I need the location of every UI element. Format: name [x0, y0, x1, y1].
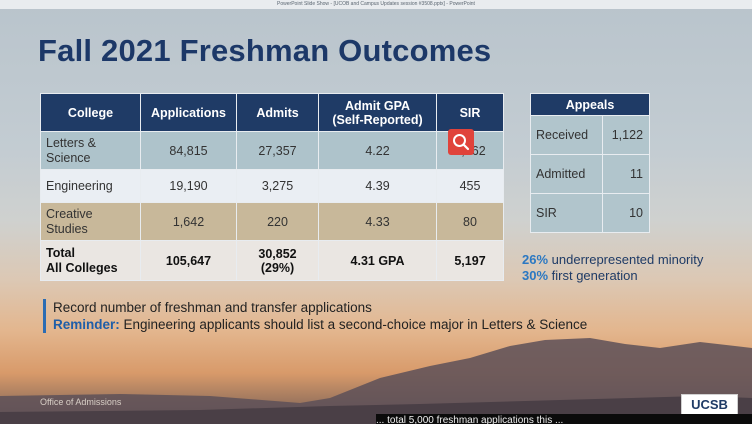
header-admits: Admits — [236, 93, 319, 132]
college-cell: Letters & Science — [40, 131, 141, 170]
college-cell: Engineering — [40, 169, 141, 203]
appeals-label: Received — [530, 115, 603, 155]
stat-text: first generation — [548, 268, 638, 283]
window-title: PowerPoint Slide Show - [UCOB and Campus… — [0, 0, 752, 9]
college-line2: All Colleges — [46, 260, 118, 275]
appeals-header: Appeals — [529, 93, 651, 116]
table-row: Creative Studies 1,642 220 4.33 80 — [40, 202, 504, 241]
header-admit-gpa-line2: (Self-Reported) — [332, 112, 423, 127]
table-row: SIR 10 — [530, 193, 651, 233]
header-sir: SIR — [436, 93, 504, 132]
stat-percent: 26% — [522, 252, 549, 267]
caption-bar: ... total 5,000 freshman applications th… — [376, 414, 752, 424]
college-line2: Studies — [46, 221, 88, 236]
outcomes-table: College Applications Admits Admit GPA (S… — [40, 93, 504, 281]
gpa-cell: 4.22 — [318, 131, 437, 170]
applications-cell: 1,642 — [140, 202, 237, 241]
header-admit-gpa-line1: Admit GPA — [344, 98, 411, 113]
admits-cell: 3,275 — [236, 169, 319, 203]
sir-cell: 5,197 — [436, 240, 504, 281]
applications-cell: 84,815 — [140, 131, 237, 170]
college-cell: Creative Studies — [40, 202, 141, 241]
sir-cell: 455 — [436, 169, 504, 203]
stat-percent: 30% — [522, 268, 549, 283]
appeals-value: 10 — [601, 193, 651, 233]
appeals-header-row: Appeals — [529, 93, 651, 116]
appeals-label: SIR — [530, 193, 603, 233]
admits-line2: (29%) — [260, 260, 295, 275]
applications-cell: 19,190 — [140, 169, 237, 203]
footer-text: Office of Admissions — [40, 397, 122, 407]
table-header-row: College Applications Admits Admit GPA (S… — [40, 93, 504, 132]
college-cell: Total All Colleges — [40, 240, 141, 281]
table-row: Letters & Science 84,815 27,357 4.22 4,6… — [40, 131, 504, 170]
appeals-label: Admitted — [530, 154, 603, 194]
table-total-row: Total All Colleges 105,647 30,852 (29%) … — [40, 240, 504, 281]
header-applications: Applications — [140, 93, 237, 132]
zoom-button[interactable] — [448, 129, 474, 155]
reminder-text: Engineering applicants should list a sec… — [119, 317, 588, 332]
stat-urm: 26% underrepresented minority — [522, 252, 703, 267]
header-college: College — [40, 93, 141, 132]
sir-cell: 80 — [436, 202, 504, 241]
header-admit-gpa: Admit GPA (Self-Reported) — [318, 93, 437, 132]
table-row: Engineering 19,190 3,275 4.39 455 — [40, 169, 504, 203]
college-line1: Creative — [46, 206, 93, 221]
college-line1: Letters & — [46, 135, 97, 150]
table-row: Admitted 11 — [530, 154, 651, 194]
appeals-table: Appeals Received 1,122 Admitted 11 SIR 1… — [529, 93, 651, 233]
slide-title: Fall 2021 Freshman Outcomes — [38, 33, 492, 68]
gpa-cell: 4.31 GPA — [318, 240, 437, 281]
applications-cell: 105,647 — [140, 240, 237, 281]
zoom-magnifier-icon — [453, 134, 470, 151]
admits-cell: 27,357 — [236, 131, 319, 170]
appeals-value: 1,122 — [601, 115, 651, 155]
admits-cell: 30,852 (29%) — [236, 240, 319, 281]
appeals-value: 11 — [601, 154, 651, 194]
admits-cell: 220 — [236, 202, 319, 241]
table-row: Received 1,122 — [530, 115, 651, 155]
reminder-label: Reminder: — [53, 317, 120, 332]
stat-text: underrepresented minority — [548, 252, 704, 267]
notes-box: Record number of freshman and transfer a… — [43, 299, 587, 333]
stat-first-gen: 30% first generation — [522, 268, 638, 283]
gpa-cell: 4.39 — [318, 169, 437, 203]
reminder-line: Reminder: Engineering applicants should … — [53, 316, 587, 333]
note-line: Record number of freshman and transfer a… — [53, 300, 372, 315]
gpa-cell: 4.33 — [318, 202, 437, 241]
college-line2: Science — [46, 150, 91, 165]
college-line1: Total — [46, 245, 75, 260]
ucsb-logo: UCSB — [681, 394, 738, 416]
admits-line1: 30,852 — [258, 246, 297, 261]
